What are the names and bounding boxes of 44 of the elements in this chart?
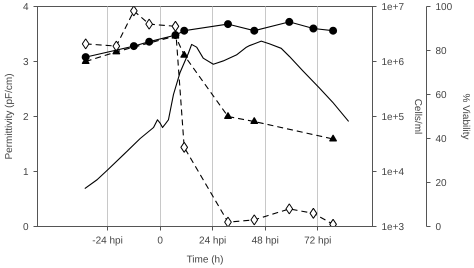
- point: [180, 26, 188, 35]
- y2-tick-label: 1e+3: [382, 222, 404, 233]
- y2-tick-label: 1e+5: [382, 112, 404, 123]
- y-tick-label: 2: [22, 112, 29, 123]
- point: [250, 116, 258, 124]
- x-axis-title: Time (h): [186, 254, 224, 266]
- x-tick-label: 72 hpi: [304, 236, 332, 246]
- point: [224, 20, 232, 28]
- y3-tick-label: 40: [436, 134, 448, 145]
- y-tick-label: 3: [22, 57, 29, 68]
- y-tick-label: 1: [22, 167, 29, 178]
- y-tick-label: 0: [22, 222, 29, 233]
- point: [82, 53, 90, 62]
- y3-tick-label: 20: [436, 178, 448, 189]
- y2-tick-label: 1e+4: [382, 167, 404, 178]
- y3-axis-title: % Viability: [460, 94, 472, 140]
- point: [224, 216, 232, 226]
- point: [285, 18, 294, 26]
- x-tick-label: -24 hpi: [92, 236, 123, 246]
- point: [180, 142, 188, 153]
- y3-tick-label: 0: [436, 222, 442, 233]
- point: [250, 26, 258, 35]
- point: [130, 6, 138, 16]
- y3-tick-label: 80: [436, 46, 448, 57]
- y3-tick-label: 100: [436, 2, 453, 13]
- point: [145, 38, 154, 46]
- y-axis-title: Permittivity (pF/cm): [4, 73, 15, 160]
- point: [82, 38, 90, 50]
- y3-tick-label: 60: [436, 90, 448, 101]
- y2-tick-label: 1e+7: [382, 2, 404, 13]
- point: [285, 203, 294, 214]
- point: [130, 42, 138, 50]
- x-tick-label: 48 hpi: [252, 236, 279, 246]
- point: [180, 50, 188, 58]
- point: [329, 134, 338, 142]
- y2-tick-label: 1e+6: [382, 57, 404, 68]
- y2-axis-title: Cells/ml: [412, 98, 424, 134]
- point: [250, 214, 258, 226]
- y-tick-label: 4: [22, 2, 29, 13]
- point: [329, 26, 338, 35]
- point: [309, 24, 318, 32]
- x-tick-label: 24 hpi: [199, 236, 226, 246]
- x-tick-label: 0: [157, 236, 164, 246]
- point: [224, 112, 232, 120]
